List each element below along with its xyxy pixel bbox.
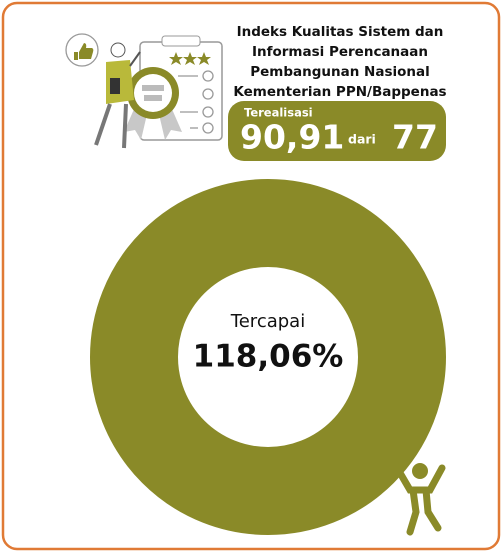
page: Indeks Kualitas Sistem dan Informasi Per… bbox=[0, 0, 503, 553]
title-line: Informasi Perencanaan bbox=[252, 44, 428, 60]
achievement-value: 118,06% bbox=[193, 339, 344, 375]
title-line: Pembangunan Nasional bbox=[250, 64, 430, 80]
realization-value: 90,91 bbox=[240, 118, 344, 157]
title-line: Indeks Kualitas Sistem dan bbox=[237, 24, 444, 40]
infographic: Indeks Kualitas Sistem dan Informasi Per… bbox=[0, 0, 503, 553]
title-line: Kementerian PPN/Bappenas bbox=[233, 84, 446, 100]
achievement-label: Tercapai bbox=[230, 311, 305, 332]
target-value: 77 bbox=[392, 118, 438, 157]
connector: dari bbox=[348, 132, 376, 147]
